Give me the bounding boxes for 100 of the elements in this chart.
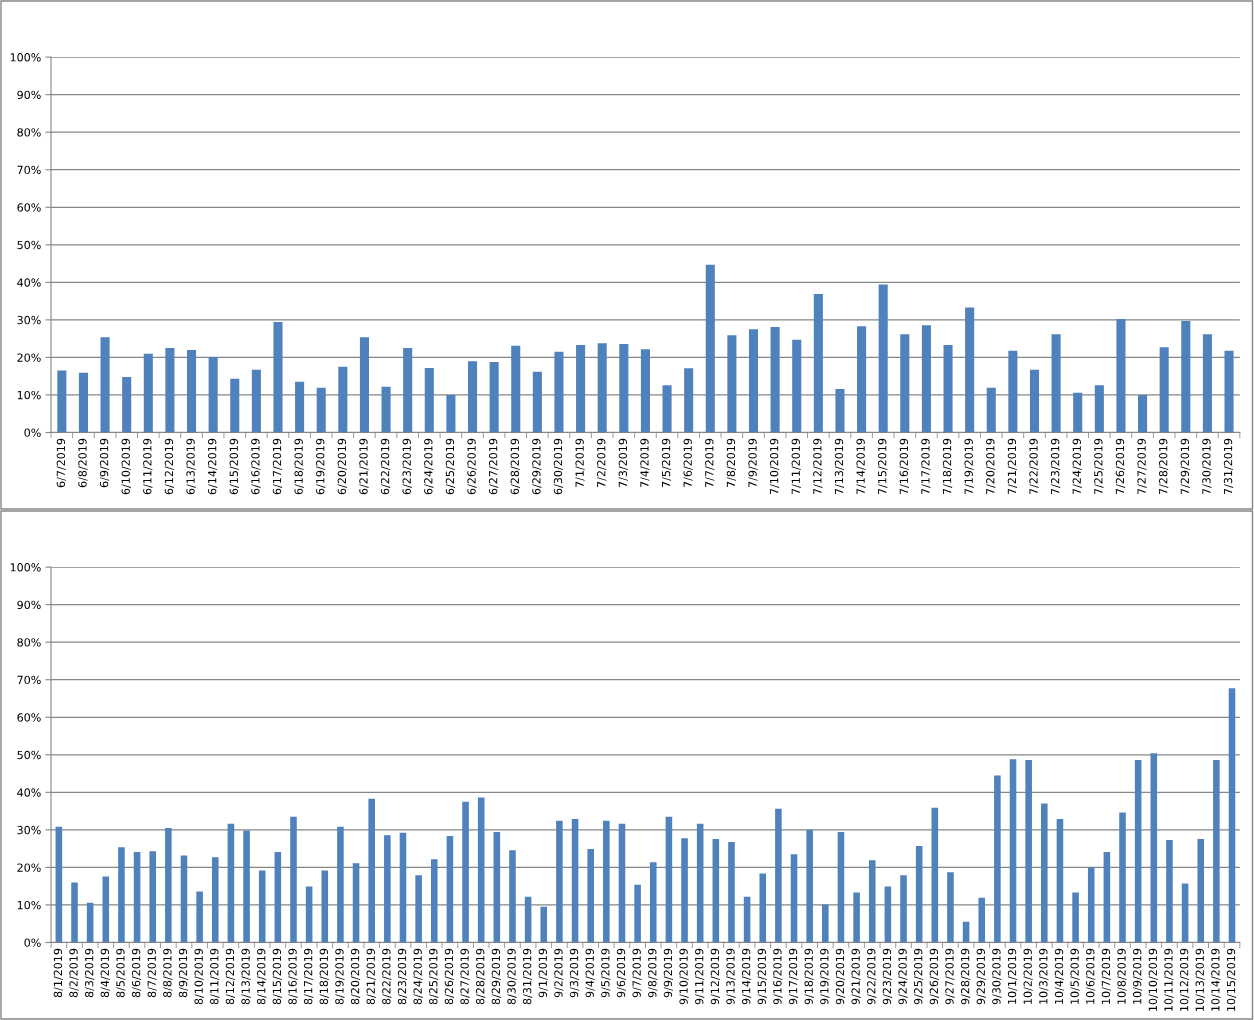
bar (511, 345, 521, 433)
x-tick-label: 8/19/2019 (335, 948, 345, 1005)
x-tick-label: 6/22/2019 (380, 438, 391, 495)
bar (1119, 812, 1126, 943)
y-tick-label: 30% (17, 825, 41, 835)
bar (86, 902, 94, 943)
x-tick-label: 6/25/2019 (445, 438, 455, 495)
x-tick-label: 8/25/2019 (429, 948, 439, 1005)
x-tick-label: 10/2/2019 (1023, 948, 1033, 1004)
bar (165, 828, 172, 943)
bar (290, 816, 297, 943)
x-tick-label: 7/3/2019 (618, 438, 628, 488)
bar (1087, 867, 1095, 943)
bar (477, 797, 485, 943)
x-tick-label: 8/27/2019 (460, 948, 470, 1005)
x-tick-label: 9/13/2019 (726, 948, 736, 1005)
x-tick-label: 9/30/2019 (992, 948, 1002, 1005)
x-tick-label: 8/18/2019 (319, 948, 329, 1005)
x-tick-label: 7/28/2019 (1159, 438, 1169, 495)
bar (403, 348, 413, 433)
x-tick-label: 8/17/2019 (303, 948, 314, 1005)
bar (424, 367, 434, 433)
bar (878, 284, 888, 433)
bar (1073, 392, 1083, 433)
bar (57, 370, 67, 433)
x-tick-label: 9/3/2019 (569, 948, 580, 998)
x-tick-label: 6/30/2019 (553, 438, 564, 495)
bar (931, 807, 939, 943)
x-tick-label: 6/29/2019 (532, 438, 542, 495)
bar (274, 852, 282, 943)
x-tick-label: 6/27/2019 (488, 438, 499, 495)
x-tick-label: 7/1/2019 (575, 438, 585, 488)
bar (208, 357, 218, 433)
x-tick-label: 6/24/2019 (424, 438, 434, 495)
x-tick-label: 9/28/2019 (960, 948, 971, 1005)
bar (1029, 369, 1040, 433)
bar (727, 335, 737, 433)
bar (509, 850, 516, 943)
x-tick-label: 8/30/2019 (507, 948, 517, 1005)
x-tick-label: 9/11/2019 (695, 948, 705, 1005)
bar (947, 872, 954, 943)
bar (986, 387, 996, 433)
x-tick-label: 8/7/2019 (147, 948, 157, 998)
x-tick-label: 10/3/2019 (1039, 948, 1049, 1004)
x-tick-label: 10/12/2019 (1179, 948, 1190, 1011)
bar (943, 345, 953, 433)
x-tick-label: 7/14/2019 (856, 438, 866, 495)
x-tick-label: 10/15/2019 (1226, 948, 1237, 1011)
x-tick-label: 6/26/2019 (467, 438, 477, 495)
bar (1025, 760, 1032, 943)
y-tick-label: 20% (17, 863, 41, 872)
x-tick-label: 9/12/2019 (710, 948, 720, 1005)
bar (554, 351, 564, 433)
x-tick-label: 10/14/2019 (1211, 948, 1221, 1011)
bar (1150, 753, 1158, 943)
bar (665, 816, 673, 943)
y-tick-label: 0% (24, 428, 41, 437)
x-tick-label: 10/9/2019 (1132, 948, 1143, 1004)
x-tick-label: 8/5/2019 (116, 948, 126, 998)
bar (258, 870, 266, 943)
x-tick-label: 8/26/2019 (444, 948, 455, 1005)
x-tick-label: 9/15/2019 (757, 948, 767, 1005)
y-tick-label: 50% (17, 750, 41, 760)
bar (806, 829, 813, 943)
x-tick-label: 7/16/2019 (899, 438, 909, 495)
bar (251, 369, 261, 433)
x-tick-label: 9/22/2019 (867, 948, 877, 1005)
y-tick-label: 50% (17, 240, 41, 250)
x-tick-label: 7/21/2019 (1007, 438, 1017, 495)
y-tick-label: 40% (17, 788, 41, 797)
bar (352, 863, 360, 943)
x-tick-label: 7/25/2019 (1094, 438, 1104, 495)
x-tick-label: 9/27/2019 (945, 948, 955, 1005)
x-tick-label: 8/1/2019 (53, 948, 63, 998)
bar (399, 832, 407, 943)
x-tick-label: 8/23/2019 (397, 948, 408, 1005)
bar (837, 832, 845, 943)
bar (1134, 760, 1142, 943)
bar (384, 835, 391, 943)
x-tick-label: 9/7/2019 (632, 948, 642, 998)
x-tick-label: 7/6/2019 (683, 438, 693, 488)
x-tick-label: 6/20/2019 (337, 438, 347, 495)
bar (1181, 321, 1191, 433)
x-tick-label: 7/15/2019 (878, 438, 888, 495)
bar (965, 307, 975, 433)
x-tick-label: 6/28/2019 (510, 438, 520, 495)
x-tick-label: 7/8/2019 (726, 438, 736, 488)
bar (571, 818, 579, 943)
x-tick-label: 6/23/2019 (402, 438, 412, 495)
x-tick-label: 6/12/2019 (164, 438, 175, 495)
bar (337, 826, 344, 943)
x-tick-label: 8/9/2019 (178, 948, 189, 998)
x-tick-label: 9/16/2019 (773, 948, 783, 1005)
bar (759, 873, 767, 943)
bar (540, 906, 548, 943)
x-tick-label: 10/4/2019 (1054, 948, 1065, 1004)
x-tick-label: 10/13/2019 (1195, 948, 1205, 1011)
x-tick-label: 6/8/2019 (78, 438, 88, 488)
x-tick-label: 9/14/2019 (741, 948, 752, 1005)
bar (868, 860, 876, 943)
